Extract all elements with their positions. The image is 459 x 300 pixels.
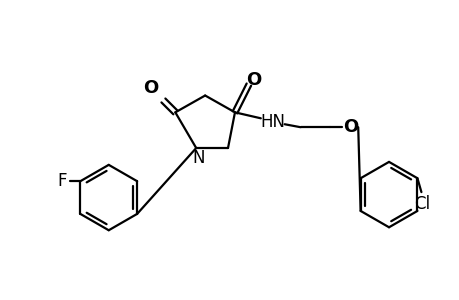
Text: O: O bbox=[342, 118, 357, 136]
Text: HN: HN bbox=[260, 113, 285, 131]
Text: Cl: Cl bbox=[414, 195, 430, 213]
Text: N: N bbox=[191, 149, 204, 167]
Text: O: O bbox=[246, 71, 261, 89]
Text: F: F bbox=[57, 172, 67, 190]
Text: O: O bbox=[143, 79, 158, 97]
